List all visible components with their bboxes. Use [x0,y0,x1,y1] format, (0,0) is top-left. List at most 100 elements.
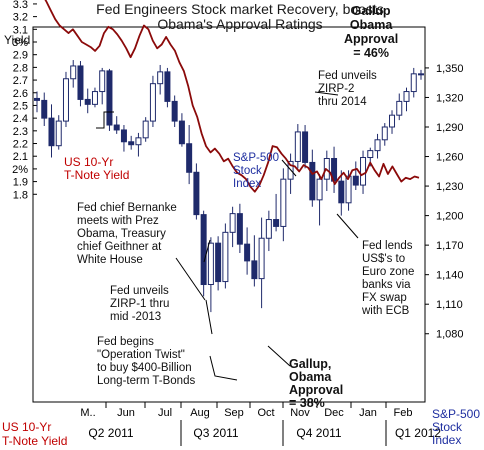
right-tick-label: 1,110 [436,299,463,311]
left-tick-label: 2.4 [13,113,28,125]
annotation-leader [203,239,211,263]
candle-body-up [135,137,142,146]
bottom-left-axis-label: US 10-Yr T-Note Yield [2,420,68,448]
chart-title: Fed Engineers Stock market Recovery, boo… [96,1,384,32]
left-tick-label: 2.9 [13,50,28,62]
left-tick-label: 2.1 [13,151,28,163]
gallup-low-annotation: Gallup, Obama Approval = 38% [289,357,344,410]
right-tick-label: 1,230 [436,181,464,193]
candle-body-down [106,70,113,126]
left-axis-title: Yield [4,33,31,47]
candle-body-up [374,139,381,152]
candle-body-down [215,242,222,283]
candle-body-down [352,175,359,186]
candle-body-down [113,124,120,131]
left-tick-label: 1.9 [13,177,28,189]
candle-body-up [389,114,396,128]
candle-body-down [164,71,171,102]
candle-body-down [236,213,243,245]
left-tick-label: 3.3 [13,0,28,11]
candle-body-up [280,178,287,227]
candle-body-down [120,129,127,143]
right-tick-label: 1,350 [436,63,464,75]
candle-body-up [265,219,272,239]
month-label: Aug [190,407,210,419]
annotation-leader [314,91,339,96]
sp500-series-label: S&P-500 Stock Index [233,152,280,190]
quarter-label: Q1 2012 [395,426,441,440]
candle-body-up [381,126,388,141]
candle-body-up [367,150,374,159]
right-tick-label: 1,260 [436,152,464,164]
left-tick-label: 3.2 [13,12,28,24]
annotation-leader [209,355,238,381]
candle-body-down [128,141,135,146]
candle-body-up [55,120,62,147]
candle-body-up [149,83,156,122]
annotation-leader [175,257,206,301]
month-label: Dec [324,407,344,419]
candle-body-up [91,91,98,105]
candle-body-up [142,120,149,139]
candle-body-up [360,157,367,186]
candle-body-up [157,71,164,85]
candle-body-down [309,161,316,201]
right-tick-label: 1,080 [436,329,464,341]
month-label: Sep [224,407,244,419]
candle-body-up [229,213,236,233]
annotation-leader [205,299,213,335]
left-tick-label: 2.5 [13,100,28,112]
zirp2-annotation: Fed unveils ZIRP-2 thru 2014 [318,70,377,108]
candle-body-down [171,100,178,122]
left-tick-label: 2.3 [13,126,28,138]
right-tick-label: 1,200 [436,211,464,223]
bernanke-annotation: Fed chief Bernanke meets with Prez Obama… [77,202,177,266]
candle-body-down [193,171,200,216]
yield-series-label: US 10-Yr T-Note Yield [64,155,130,182]
left-tick-label: 2.6 [13,88,28,100]
candle-body-down [244,243,251,262]
candle-body-down [302,131,309,163]
candle-body-up [99,70,106,93]
annotation-leader [281,159,297,177]
candle-body-up [410,73,417,93]
right-tick-label: 1,290 [436,122,464,134]
candle-body-down [48,117,55,147]
candle-body-down [77,65,84,100]
candle-body-up [403,91,410,102]
candle-body-up [258,237,265,280]
candle-body-up [207,242,214,286]
left-tick-label: 3.1 [13,24,28,36]
month-label: M.. [80,407,95,419]
left-tick-label: 1.8 [13,189,28,201]
candle-body-down [178,120,185,145]
candle-body-up [345,175,352,204]
candle-body-up [294,131,301,162]
left-tick-label: 3% [12,37,28,49]
plot-frame [32,26,426,403]
quarter-label: Q4 2011 [296,426,341,440]
right-tick-label: 1,320 [436,92,464,104]
month-label: Oct [257,407,274,419]
quarter-label: Q3 2011 [193,426,238,440]
twist-annotation: Fed begins "Operation Twist" to buy $400… [97,336,196,387]
month-label: Jun [117,407,135,419]
candle-body-up [62,78,69,122]
month-label: Jul [158,407,172,419]
candle-body-down [34,97,40,101]
candle-body-down [186,143,193,173]
candle-body-down [418,73,424,76]
left-tick-label: 2.7 [13,75,28,87]
right-tick-label: 1,140 [436,270,464,282]
candle-body-up [222,231,229,283]
candle-body-down [41,99,48,119]
candle-body-up [70,65,77,80]
yield-line [44,0,420,193]
annotation-leader [267,345,291,367]
zirp1-annotation: Fed unveils ZIRP-1 thru mid -2013 [110,285,170,323]
left-tick-label: 2.2 [13,139,28,151]
quarter-label: Q2 2011 [88,426,133,440]
left-tick-label: 2% [12,164,28,176]
